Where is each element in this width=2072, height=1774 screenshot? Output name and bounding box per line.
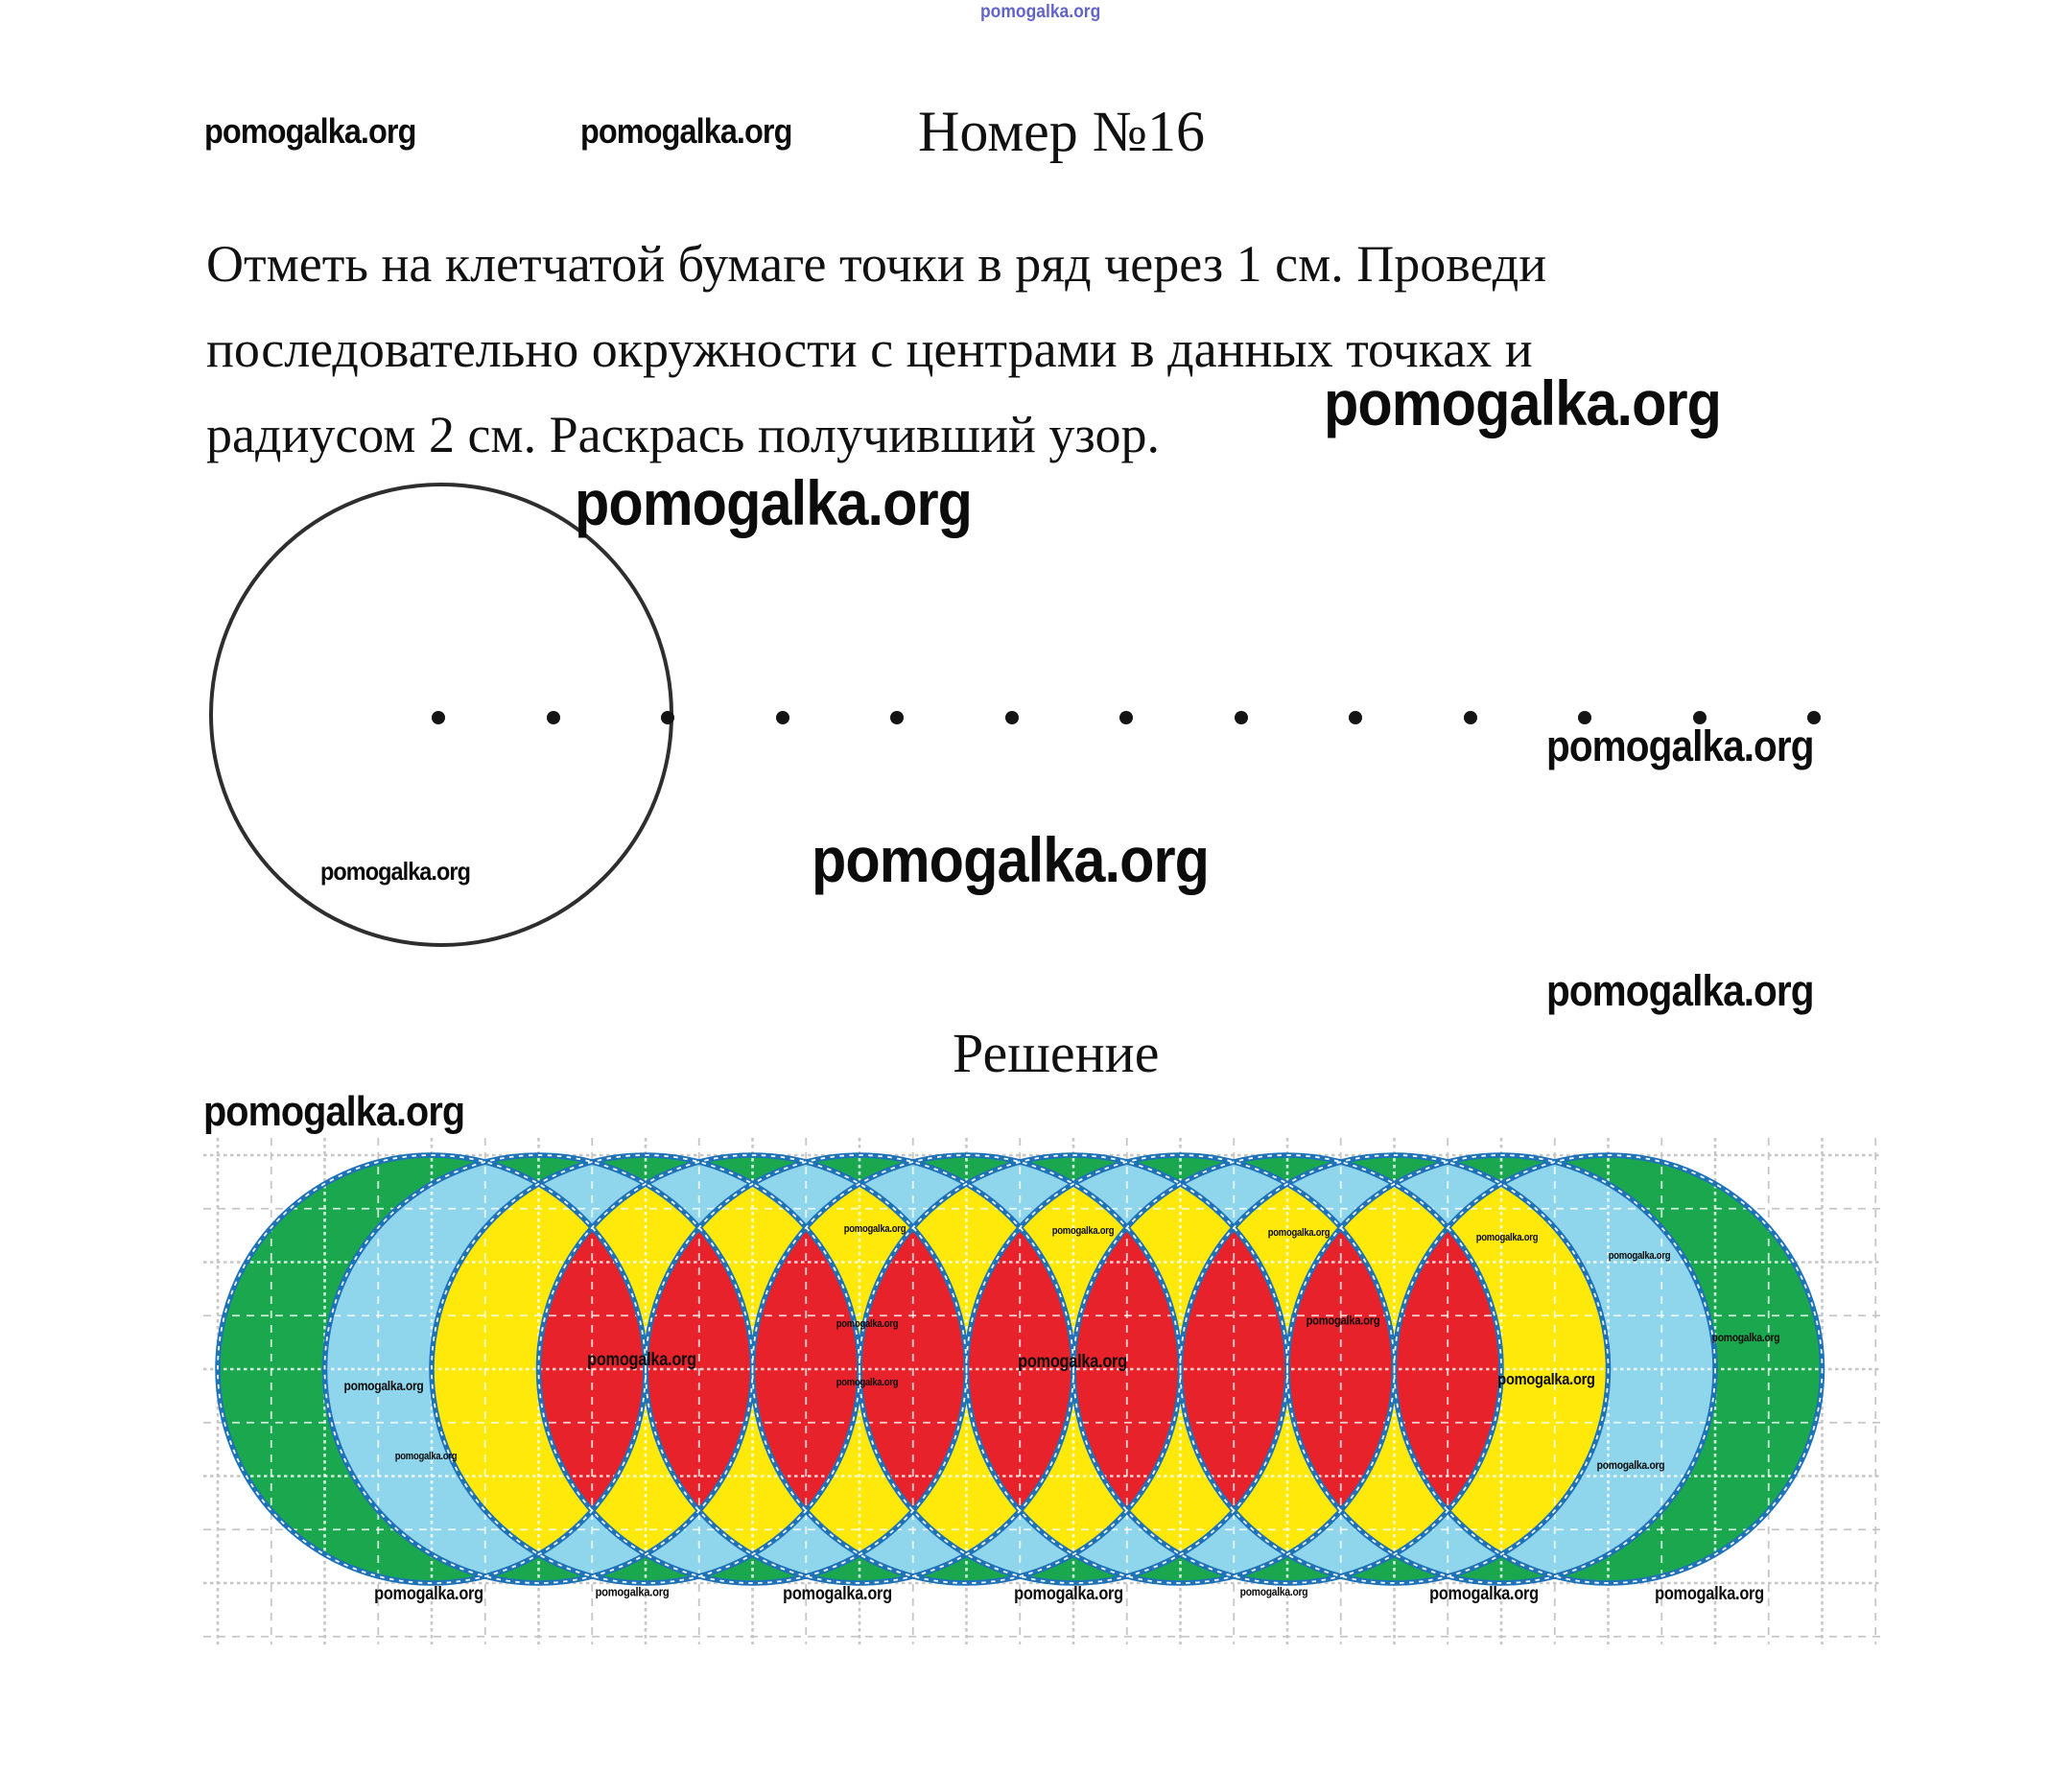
watermark-label: pomogalka.org <box>812 824 1210 895</box>
dot <box>1349 711 1362 724</box>
watermark-label: pomogalka.org <box>1497 1370 1595 1388</box>
top-watermark: pomogalka.org <box>980 2 1101 22</box>
dot <box>1578 711 1591 724</box>
watermark-label: pomogalka.org <box>1018 1352 1127 1372</box>
dot <box>432 711 445 724</box>
watermark-label: pomogalka.org <box>203 1088 465 1135</box>
dot <box>1692 711 1707 724</box>
header-watermark-left: pomogalka.org <box>204 111 416 151</box>
dot <box>661 711 674 724</box>
watermark-label: pomogalka.org <box>587 1350 696 1370</box>
dot <box>1004 711 1019 724</box>
watermark-label: pomogalka.org <box>1475 1232 1539 1243</box>
watermark-label: pomogalka.org <box>843 1223 906 1235</box>
watermark-label: pomogalka.org <box>1306 1313 1380 1328</box>
watermark-label: pomogalka.org <box>783 1584 892 1604</box>
watermark-label: pomogalka.org <box>1546 721 1814 770</box>
watermark-label: pomogalka.org <box>1051 1225 1115 1237</box>
dot <box>1234 711 1248 724</box>
watermark-label: pomogalka.org <box>320 857 471 886</box>
solution-figure <box>203 1138 1880 1644</box>
watermark-label: pomogalka.org <box>343 1378 424 1393</box>
circle-outline-stitches <box>217 1154 1824 1584</box>
watermark-label: pomogalka.org <box>1596 1458 1665 1472</box>
watermark-label: pomogalka.org <box>1239 1585 1308 1598</box>
dot <box>1119 711 1133 724</box>
watermark-label: pomogalka.org <box>1711 1331 1780 1344</box>
header-watermark-center: pomogalka.org <box>580 111 792 151</box>
watermark-label: pomogalka.org <box>1267 1227 1330 1239</box>
watermark-label: pomogalka.org <box>1546 966 1814 1015</box>
dot <box>546 711 560 724</box>
page-title: Номер №16 <box>918 100 1206 163</box>
watermark-label: pomogalka.org <box>836 1377 899 1388</box>
task-line: Отметь на клетчатой бумаге точки в ряд ч… <box>206 235 1547 293</box>
watermark-label: pomogalka.org <box>1655 1584 1764 1604</box>
dot <box>775 711 789 724</box>
task-text: Отметь на клетчатой бумаге точки в ряд ч… <box>206 222 1546 478</box>
watermark-label: pomogalka.org <box>1429 1584 1539 1604</box>
watermark-label: pomogalka.org <box>374 1584 483 1604</box>
watermark-label: pomogalka.org <box>1608 1250 1671 1262</box>
watermark-label: pomogalka.org <box>575 467 973 538</box>
watermark-label: pomogalka.org <box>1324 367 1722 438</box>
dot <box>1463 711 1477 724</box>
solution-heading: Решение <box>953 1022 1160 1084</box>
watermark-label: pomogalka.org <box>1014 1584 1123 1604</box>
watermark-label: pomogalka.org <box>595 1584 670 1599</box>
dot <box>1807 711 1821 724</box>
task-line: последовательно окружности с центрами в … <box>206 320 1533 378</box>
watermark-label: pomogalka.org <box>394 1451 458 1462</box>
task-line: радиусом 2 см. Раскрась получивший узор. <box>206 406 1160 463</box>
watermark-label: pomogalka.org <box>836 1318 899 1330</box>
dot <box>890 711 904 724</box>
